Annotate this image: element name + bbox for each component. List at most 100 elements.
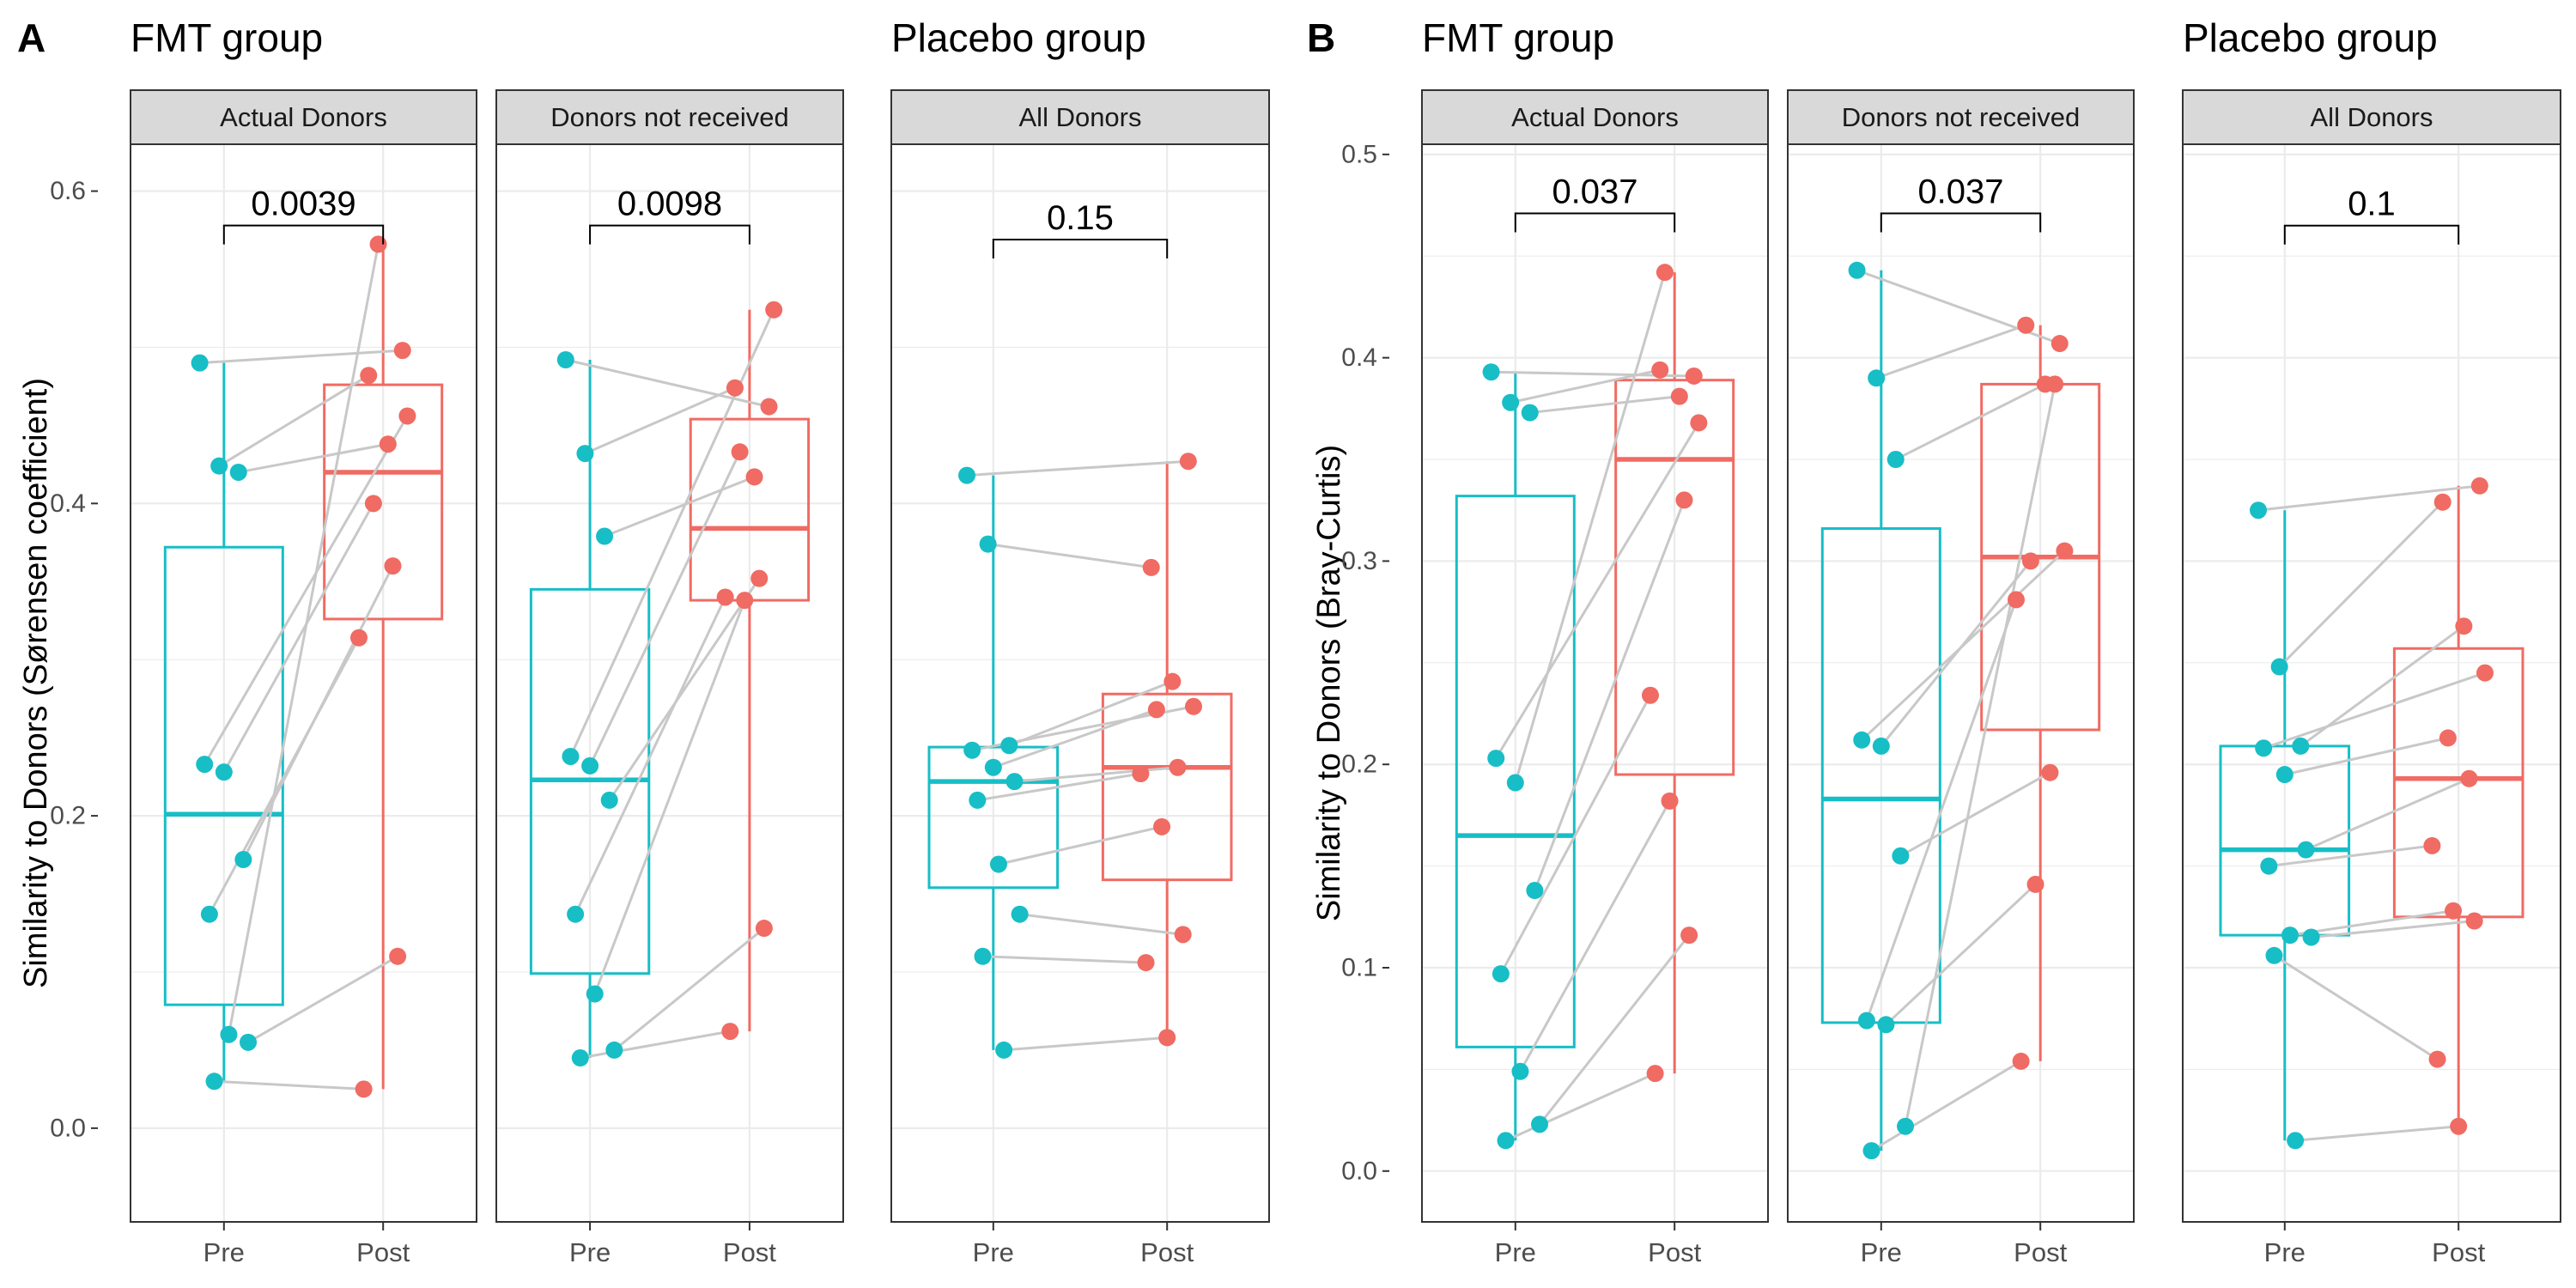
facet-border (1421, 143, 1769, 1223)
pair-line (604, 476, 756, 538)
boxplot-pre (1455, 372, 1576, 1141)
point-post (379, 435, 397, 453)
facet: Donors not received 0.0098 Pre Post (495, 89, 844, 1267)
pair-line (584, 386, 736, 455)
pair-line (199, 349, 403, 365)
x-tick-label: Pre (1495, 1237, 1536, 1267)
point-post (1646, 1065, 1664, 1083)
y-tick-label: 0.1 (1341, 954, 1377, 982)
boxplot-pre (2219, 510, 2351, 1141)
point-pre (2292, 737, 2310, 755)
pair-line (1519, 800, 1671, 1072)
point-post (736, 592, 754, 610)
point-pre (1526, 882, 1544, 900)
facet-strip-label: All Donors (1019, 102, 1142, 132)
pair-line (2305, 777, 2470, 852)
group-title: FMT group (131, 15, 323, 60)
point-post (1132, 764, 1150, 782)
point-post (1690, 414, 1708, 432)
point-post (1179, 453, 1197, 471)
significance-bracket (992, 238, 1169, 258)
facet: Donors not received 0.037 Pre Post (1787, 89, 2135, 1267)
point-post (716, 588, 734, 606)
point-post (1685, 367, 1703, 385)
point-pre (1521, 404, 1539, 422)
y-tick-label: 0.4 (1341, 343, 1377, 372)
pair-line (1895, 383, 2046, 461)
facet-strip (130, 89, 477, 145)
point-pre (995, 1041, 1013, 1059)
point-post (1153, 817, 1171, 835)
pair-line (1533, 499, 1686, 891)
point-pre (605, 1041, 623, 1059)
point-pre (210, 457, 228, 475)
point-pre (1511, 1062, 1529, 1080)
facet: All Donors 0.15 Pre Post (890, 89, 1270, 1267)
point-post (2455, 617, 2473, 635)
point-post (2445, 902, 2463, 920)
significance-bracket (1514, 212, 1676, 233)
x-tick-label: Pre (973, 1237, 1014, 1267)
point-pre (1853, 731, 1871, 749)
point-post (1142, 558, 1160, 576)
pair-line (987, 543, 1151, 569)
point-post (2476, 664, 2494, 682)
facet-border (130, 143, 477, 1223)
point-post (1670, 387, 1688, 405)
point-post (1174, 926, 1192, 944)
x-tick-label: Pre (569, 1237, 611, 1267)
pair-line (608, 577, 761, 801)
facet-border (2182, 143, 2561, 1223)
point-post (745, 468, 763, 486)
point-post (765, 301, 783, 319)
point-post (1147, 701, 1165, 719)
point-pre (556, 351, 574, 368)
plot-background (1788, 144, 2134, 1222)
point-pre (1506, 774, 1524, 792)
significance-bracket (1880, 212, 2042, 233)
point-pre (2255, 739, 2273, 757)
facet-strip-label: Donors not received (1842, 102, 2080, 132)
pair-line (1014, 766, 1178, 783)
point-post (1158, 1029, 1176, 1047)
boxplot-post (1614, 272, 1735, 1074)
point-post (1137, 954, 1155, 972)
pair-line (1904, 384, 2057, 1127)
pair-line (1865, 598, 2018, 1022)
facet-border (890, 143, 1270, 1223)
pair-line (208, 637, 361, 915)
point-pre (1492, 965, 1510, 983)
point-pre (229, 463, 247, 481)
y-tick-label: 0.6 (50, 177, 86, 205)
point-post (2450, 1117, 2468, 1135)
point-post (393, 342, 411, 360)
x-tick-label: Pre (1861, 1237, 1902, 1267)
plot-background (891, 144, 1269, 1222)
pair-line (1004, 1036, 1168, 1052)
pair-line (1504, 1072, 1656, 1142)
point-pre (1011, 905, 1029, 923)
pair-line (214, 1079, 364, 1091)
pair-line (2278, 501, 2444, 668)
box-iqr (323, 383, 444, 621)
pair-line (2284, 736, 2449, 776)
point-post (2439, 729, 2457, 747)
point-pre (2287, 1132, 2305, 1150)
point-pre (2260, 857, 2278, 875)
point-post (398, 407, 416, 425)
facet-border (495, 143, 844, 1223)
x-tick-label: Post (2432, 1237, 2485, 1267)
point-pre (220, 1025, 238, 1043)
facet-strip-label: Actual Donors (1511, 102, 1679, 132)
point-pre (1877, 1016, 1895, 1034)
point-pre (200, 905, 218, 923)
facet-strip (1421, 89, 1769, 145)
point-post (2056, 542, 2074, 560)
pair-line (1885, 883, 2037, 1026)
y-tick-label: 0.2 (50, 802, 86, 830)
point-pre (1868, 369, 1886, 387)
x-tick-label: Pre (204, 1237, 245, 1267)
point-pre (1487, 750, 1505, 768)
point-pre (984, 758, 1002, 776)
x-tick-label: Post (723, 1237, 776, 1267)
